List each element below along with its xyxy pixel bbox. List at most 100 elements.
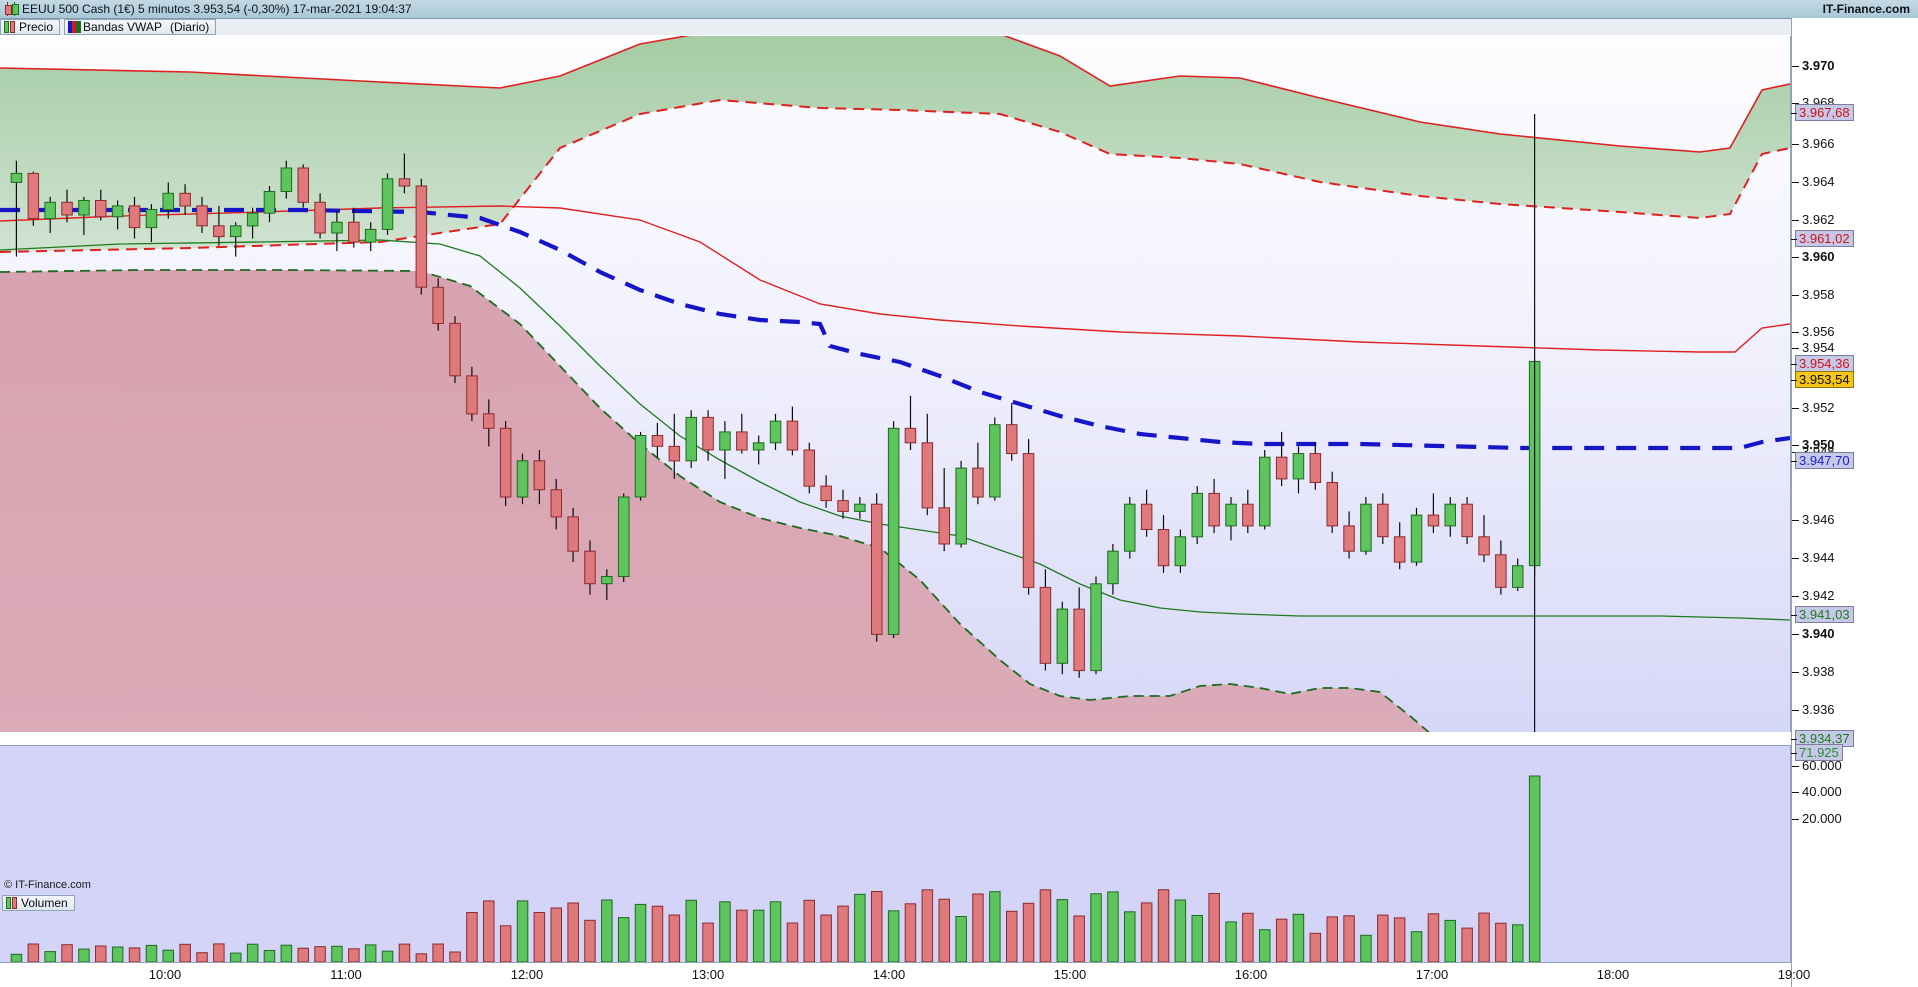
upper-band-fill [0, 36, 1790, 252]
candle-body [1377, 503, 1389, 538]
volume-tick-1: 40.000 [1792, 784, 1842, 799]
price-tag-green-5[interactable]: 3.941,03 [1791, 606, 1854, 623]
price-tag-vol-7[interactable]: 71.925 [1791, 744, 1843, 761]
candle-body [1242, 503, 1254, 527]
candle-body [752, 442, 765, 451]
volume-bar [1528, 775, 1541, 962]
volume-bar [955, 916, 967, 962]
candle-body [955, 467, 967, 545]
volume-bar [972, 893, 984, 962]
brand-label: IT-Finance.com [1822, 2, 1910, 16]
candle-body [1259, 456, 1271, 527]
candlestick-swatch-icon [4, 21, 15, 33]
volume-chart-svg [10, 775, 1541, 962]
volume-bar [10, 953, 23, 962]
volume-bar [1360, 934, 1372, 962]
candle-body [1208, 492, 1220, 527]
candle-body [466, 375, 478, 415]
candle-body [1444, 503, 1456, 527]
band-mid-red-line [0, 205, 1790, 353]
candle-body [1309, 453, 1322, 484]
candle-body [314, 201, 326, 234]
candle-body [702, 416, 714, 451]
price-panel[interactable] [0, 36, 1791, 732]
volume-bar [854, 893, 866, 962]
legend-item-vwap[interactable]: Bandas VWAP (Diario) [64, 19, 217, 35]
volume-bar [1208, 893, 1220, 962]
candle-body [550, 489, 562, 518]
price-tick-7: 3.956 [1792, 324, 1835, 339]
candle-body [803, 449, 815, 487]
time-label-1: 11:00 [330, 967, 362, 982]
price-tick-3: 3.964 [1792, 174, 1835, 189]
volume-bar [1107, 891, 1119, 962]
volume-bar [128, 947, 141, 962]
volume-bar [1343, 915, 1355, 962]
volume-bar [297, 947, 309, 962]
volume-bar [27, 943, 40, 962]
legend-label-vwap: Bandas VWAP [83, 20, 162, 34]
price-tag-band-0[interactable]: 3.967,68 [1791, 104, 1854, 121]
time-label-4: 14:00 [872, 967, 906, 982]
price-tick-2: 3.966 [1792, 136, 1835, 151]
volume-bar [449, 951, 461, 962]
volume-bar [1242, 912, 1254, 962]
price-tag-band-1[interactable]: 3.961,02 [1791, 230, 1854, 247]
volume-tick-2: 20.000 [1792, 811, 1842, 826]
volume-panel[interactable] [0, 745, 1791, 962]
candle-body [483, 413, 495, 429]
volume-bar [1039, 889, 1052, 962]
volume-bar [618, 917, 630, 962]
price-tick-13: 3.944 [1792, 550, 1835, 565]
volume-bar [179, 943, 191, 962]
price-tag-band-2[interactable]: 3.954,36 [1791, 355, 1854, 372]
price-tick-6: 3.958 [1792, 287, 1835, 302]
volume-bar [769, 901, 782, 962]
candle-body [533, 460, 546, 491]
price-tag-green-6[interactable]: 3.934,37 [1791, 730, 1854, 747]
volume-bar [246, 943, 259, 962]
volume-bar [1512, 924, 1524, 962]
candle-body [1393, 536, 1406, 563]
volume-bar [44, 951, 56, 962]
candle-body [1107, 550, 1119, 585]
time-axis: 10:00 11:00 12:00 13:00 14:00 15:00 16:00 17:00… [0, 962, 1810, 987]
candle-body [1427, 514, 1440, 527]
volume-bar [803, 899, 815, 962]
price-tag-vwap-4[interactable]: 3.947,70 [1791, 452, 1854, 469]
price-axis[interactable]: 3.970 3.968 3.966 3.964 3.962 3.960 3.958 3.956… [1791, 18, 1918, 987]
candle-body [837, 500, 849, 512]
volume-bar [1140, 902, 1153, 962]
volume-bar [1292, 913, 1305, 962]
volume-bar [466, 912, 478, 962]
volume-bar [702, 922, 714, 962]
candle-body [95, 200, 107, 218]
legend-item-precio[interactable]: Precio [0, 19, 61, 35]
volume-bar [1225, 921, 1237, 962]
volume-bar [1478, 912, 1490, 962]
legend-item-volumen[interactable]: Volumen [2, 895, 75, 911]
volume-bar [550, 907, 562, 962]
volume-bar [736, 909, 748, 962]
price-tick-17: 3.936 [1792, 702, 1835, 717]
price-tag-last-3[interactable]: 3.953,54 [1791, 371, 1854, 388]
price-tick-16: 3.938 [1792, 664, 1835, 679]
candle-body [685, 416, 697, 462]
volume-bar [786, 922, 799, 962]
candle-body [398, 178, 411, 187]
volume-bar [1410, 931, 1423, 962]
candle-body [128, 205, 141, 229]
volume-bar [1461, 927, 1473, 962]
candle-body [904, 427, 917, 444]
candle-body [1140, 503, 1153, 531]
candle-body [1006, 424, 1018, 455]
candle-body [516, 460, 529, 498]
volume-bar [280, 944, 293, 962]
candle-body [1056, 608, 1069, 664]
lower-band-fill [0, 270, 1429, 732]
candle-body [584, 550, 596, 585]
candle-body [567, 516, 579, 552]
volume-bar [381, 950, 394, 962]
price-chart-svg [0, 36, 1790, 732]
